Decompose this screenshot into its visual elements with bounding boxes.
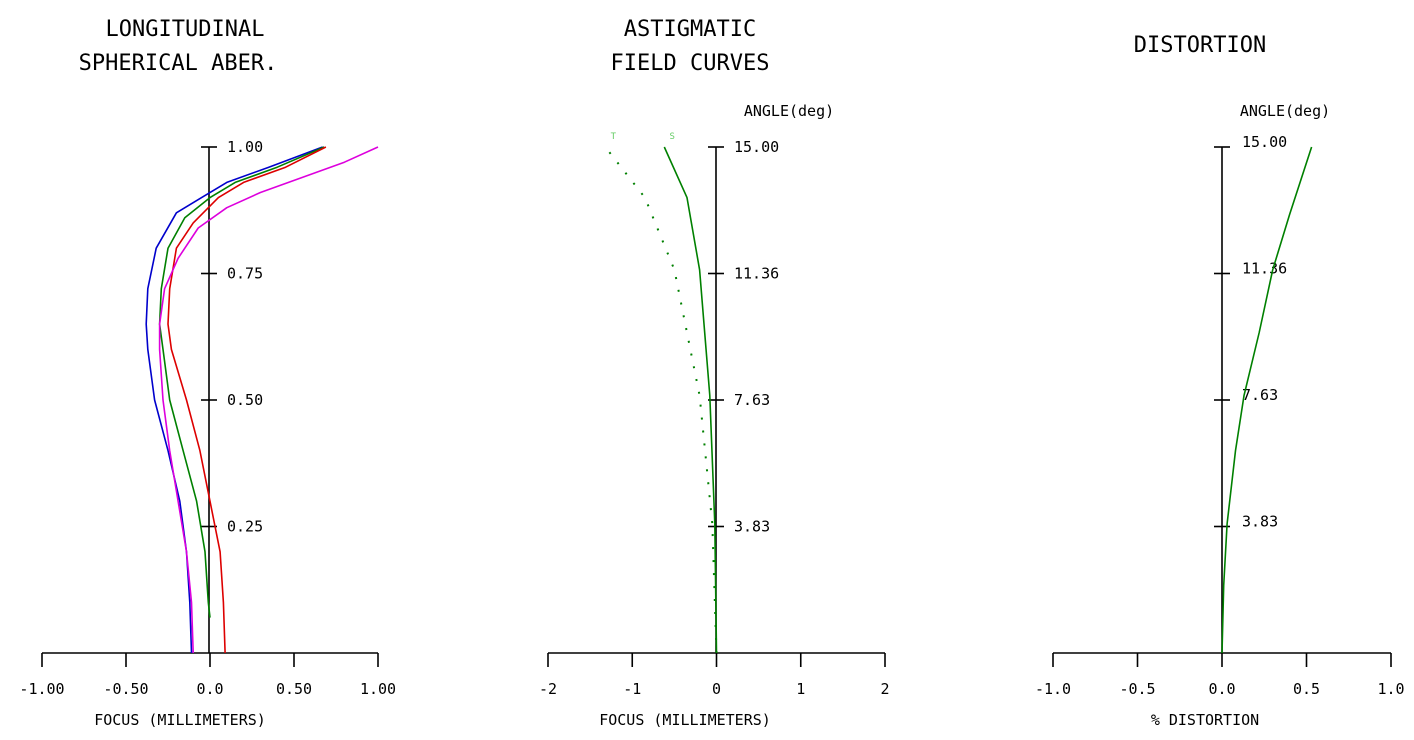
distortion-panel: DISTORTION ANGLE(deg) % DISTORTION -1.0-… [1035,33,1405,729]
x-tick-label: -0.5 [1119,680,1155,698]
series-label-t: T [611,132,617,142]
distortion-axes: -1.0 -0.5 0.0 0.5 1.0 3.83 7.63 11.36 15.00 [1035,133,1405,698]
series-line-2 [158,146,325,618]
y-tick-label: 3.83 [1242,513,1278,531]
x-tick-label: -0.50 [103,680,148,698]
series-line-1 [1221,146,1313,654]
astigmatic-curves: ST [604,132,718,654]
x-tick-label: 2 [880,680,889,698]
x-tick-label: 0.5 [1293,680,1320,698]
x-tick-label: -1 [623,680,641,698]
spherical-curves [145,146,379,654]
x-tick-label: -1.0 [1035,680,1071,698]
y-tick-label: 11.36 [734,265,779,283]
x-tick-label: 0 [712,680,721,698]
distortion-y-axis-label: ANGLE(deg) [1240,102,1330,120]
y-tick-label: 7.63 [1242,386,1278,404]
spherical-aberration-panel: LONGITUDINAL SPHERICAL ABER. FOCUS (MILL… [19,17,396,729]
spherical-axes: -1.00 -0.50 0.0 0.50 1.00 0.25 0.50 0.75 1.00 [19,138,396,698]
y-tick-label: 15.00 [734,138,779,156]
astigmatic-title-line2: FIELD CURVES [611,51,770,76]
y-tick-label: 15.00 [1242,133,1287,151]
y-tick-label: 0.50 [227,391,263,409]
x-tick-label: 0.0 [1208,680,1235,698]
x-tick-label: 0.0 [196,680,223,698]
astigmatic-y-axis-label: ANGLE(deg) [744,102,834,120]
series-line-t [604,146,718,654]
x-tick-label: -1.00 [19,680,64,698]
series-label-s: S [670,132,675,142]
series-line-s [663,146,718,654]
y-tick-label: 1.00 [227,138,263,156]
astigmatic-x-axis-label: FOCUS (MILLIMETERS) [599,711,771,729]
distortion-title: DISTORTION [1134,33,1266,58]
y-tick-label: 3.83 [734,518,770,536]
x-tick-label: 1 [796,680,805,698]
x-tick-label: 1.00 [360,680,396,698]
series-line-4 [158,146,379,654]
y-tick-label: 0.25 [227,518,263,536]
spherical-title-line1: LONGITUDINAL [106,17,265,42]
y-tick-label: 11.36 [1242,260,1287,278]
spherical-title-line2: SPHERICAL ABER. [79,51,278,76]
astigmatic-title-line1: ASTIGMATIC [624,17,756,42]
x-tick-label: 1.0 [1377,680,1404,698]
y-tick-label: 0.75 [227,265,263,283]
distortion-x-axis-label: % DISTORTION [1151,711,1259,729]
x-tick-label: 0.50 [276,680,312,698]
spherical-x-axis-label: FOCUS (MILLIMETERS) [94,711,266,729]
y-tick-label: 7.63 [734,391,770,409]
astigmatic-panel: ASTIGMATIC FIELD CURVES ANGLE(deg) FOCUS… [539,17,890,729]
series-line-3 [167,146,327,654]
x-tick-label: -2 [539,680,557,698]
distortion-curves [1221,146,1313,654]
